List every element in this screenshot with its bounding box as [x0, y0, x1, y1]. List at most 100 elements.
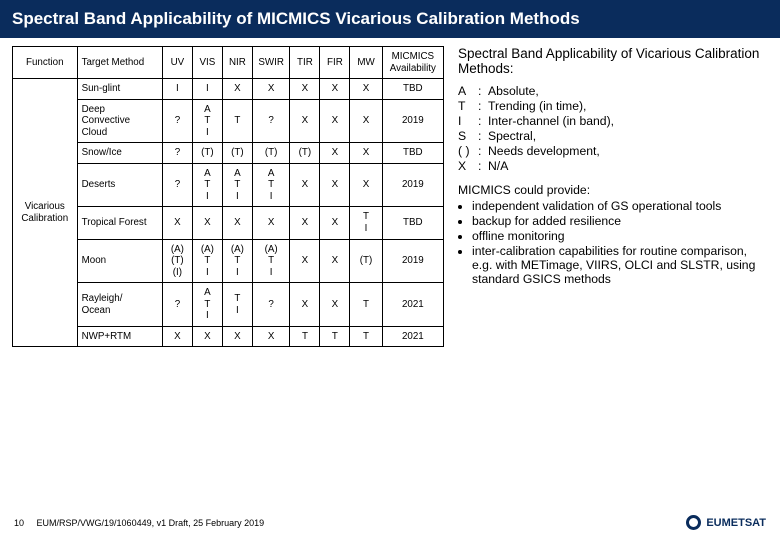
- band-cell: ?: [162, 143, 192, 164]
- band-cell: X: [252, 326, 290, 347]
- band-cell: 2021: [382, 283, 443, 327]
- legend-sep: :: [478, 99, 488, 113]
- band-cell: ?: [252, 283, 290, 327]
- org-name: EUMETSAT: [706, 517, 766, 529]
- sidebar-heading: Spectral Band Applicability of Vicarious…: [458, 46, 768, 76]
- band-cell: 2019: [382, 163, 443, 207]
- table-row: Moon(A) (T) (I)(A) T I(A) T I(A) T IXX(T…: [13, 239, 444, 283]
- band-cell: (T): [290, 143, 320, 164]
- col-target: Target Method: [77, 47, 162, 79]
- band-cell: X: [290, 99, 320, 143]
- band-cell: A T I: [192, 283, 222, 327]
- band-cell: T: [350, 283, 382, 327]
- target-method-cell: Moon: [77, 239, 162, 283]
- footer-left: 10 EUM/RSP/VWG/19/1060449, v1 Draft, 25 …: [14, 518, 264, 528]
- band-cell: (A) (T) (I): [162, 239, 192, 283]
- target-method-cell: Deep Convective Cloud: [77, 99, 162, 143]
- target-method-cell: Snow/Ice: [77, 143, 162, 164]
- band-cell: (A) T I: [252, 239, 290, 283]
- band-cell: X: [350, 79, 382, 100]
- legend-key: X: [458, 159, 478, 173]
- band-cell: X: [290, 163, 320, 207]
- col-fir: FIR: [320, 47, 350, 79]
- band-cell: A T I: [192, 99, 222, 143]
- band-cell: (T): [350, 239, 382, 283]
- band-cell: (T): [222, 143, 252, 164]
- col-mw: MW: [350, 47, 382, 79]
- band-cell: X: [350, 99, 382, 143]
- band-cell: A T I: [252, 163, 290, 207]
- band-cell: X: [252, 207, 290, 239]
- legend-value: N/A: [488, 159, 768, 173]
- col-nir: NIR: [222, 47, 252, 79]
- col-uv: UV: [162, 47, 192, 79]
- band-cell: TBD: [382, 207, 443, 239]
- band-cell: X: [320, 283, 350, 327]
- legend-sep: :: [478, 159, 488, 173]
- table-row: NWP+RTMXXXXTTT2021: [13, 326, 444, 347]
- band-cell: (A) T I: [192, 239, 222, 283]
- legend-value: Trending (in time),: [488, 99, 768, 113]
- band-cell: T: [222, 99, 252, 143]
- band-cell: T I: [222, 283, 252, 327]
- band-cell: ?: [162, 99, 192, 143]
- legend-value: Needs development,: [488, 144, 768, 158]
- band-cell: 2019: [382, 239, 443, 283]
- band-cell: X: [320, 143, 350, 164]
- legend-value: Inter-channel (in band),: [488, 114, 768, 128]
- band-cell: T: [350, 326, 382, 347]
- table-row: Tropical ForestXXXXXXT ITBD: [13, 207, 444, 239]
- col-vis: VIS: [192, 47, 222, 79]
- target-method-cell: Deserts: [77, 163, 162, 207]
- band-cell: X: [290, 79, 320, 100]
- band-cell: (T): [192, 143, 222, 164]
- band-cell: X: [320, 99, 350, 143]
- table-row: Rayleigh/ Ocean?A T IT I?XXT2021: [13, 283, 444, 327]
- legend-sep: :: [478, 84, 488, 98]
- table-row: Vicarious CalibrationSun-glintIIXXXXXTBD: [13, 79, 444, 100]
- band-cell: 2021: [382, 326, 443, 347]
- legend: A:Absolute,T:Trending (in time),I:Inter-…: [458, 84, 768, 173]
- slide-title: Spectral Band Applicability of MICMICS V…: [12, 9, 580, 28]
- target-method-cell: NWP+RTM: [77, 326, 162, 347]
- band-cell: T: [320, 326, 350, 347]
- legend-key: T: [458, 99, 478, 113]
- col-function: Function: [13, 47, 78, 79]
- footer: 10 EUM/RSP/VWG/19/1060449, v1 Draft, 25 …: [0, 515, 780, 530]
- band-cell: X: [222, 207, 252, 239]
- org-logo: EUMETSAT: [686, 515, 766, 530]
- slide-header: Spectral Band Applicability of MICMICS V…: [0, 0, 780, 38]
- band-cell: X: [252, 79, 290, 100]
- band-cell: X: [320, 163, 350, 207]
- band-cell: TBD: [382, 143, 443, 164]
- band-cell: X: [290, 283, 320, 327]
- legend-key: ( ): [458, 144, 478, 158]
- target-method-cell: Sun-glint: [77, 79, 162, 100]
- table-panel: Function Target Method UV VIS NIR SWIR T…: [12, 46, 444, 347]
- sidebar-panel: Spectral Band Applicability of Vicarious…: [458, 46, 768, 347]
- band-cell: T: [290, 326, 320, 347]
- band-cell: A T I: [192, 163, 222, 207]
- legend-key: I: [458, 114, 478, 128]
- band-cell: TBD: [382, 79, 443, 100]
- band-cell: X: [320, 239, 350, 283]
- col-availability: MICMICS Availability: [382, 47, 443, 79]
- legend-sep: :: [478, 114, 488, 128]
- legend-value: Spectral,: [488, 129, 768, 143]
- band-cell: X: [162, 326, 192, 347]
- table-row: Deep Convective Cloud?A T IT?XXX2019: [13, 99, 444, 143]
- footer-ref: EUM/RSP/VWG/19/1060449, v1 Draft, 25 Feb…: [37, 518, 265, 528]
- legend-sep: :: [478, 144, 488, 158]
- band-cell: X: [290, 239, 320, 283]
- logo-icon: [686, 515, 701, 530]
- band-cell: I: [192, 79, 222, 100]
- band-cell: X: [162, 207, 192, 239]
- col-swir: SWIR: [252, 47, 290, 79]
- band-cell: X: [222, 79, 252, 100]
- band-cell: T I: [350, 207, 382, 239]
- band-cell: X: [222, 326, 252, 347]
- provide-heading: MICMICS could provide:: [458, 183, 768, 197]
- band-cell: 2019: [382, 99, 443, 143]
- band-cell: A T I: [222, 163, 252, 207]
- band-cell: X: [320, 207, 350, 239]
